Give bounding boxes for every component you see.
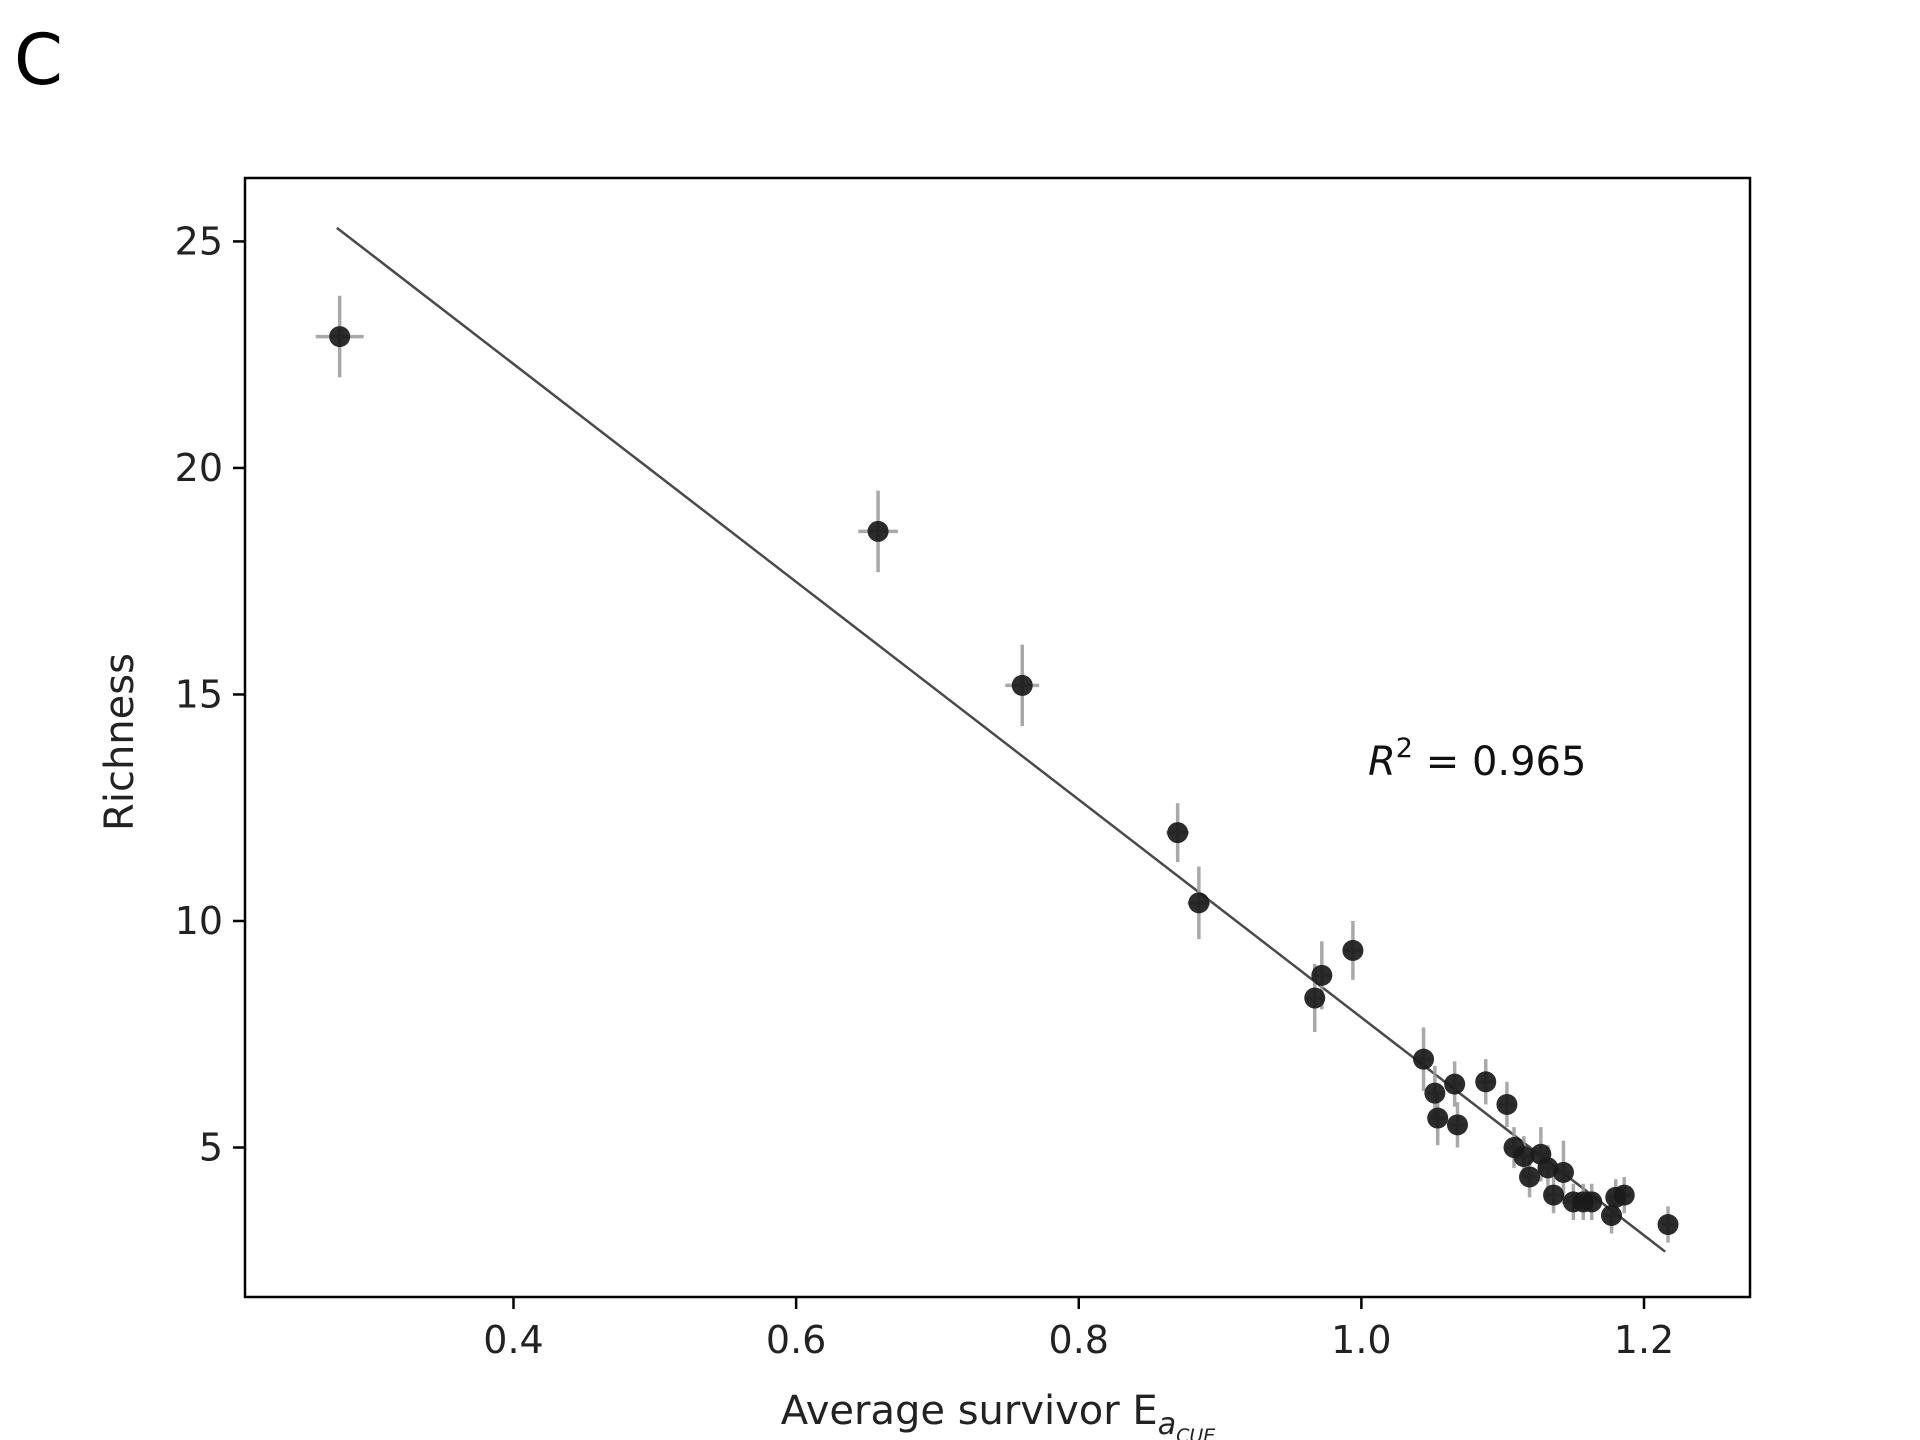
fit-line xyxy=(336,226,1666,1253)
data-point-1 xyxy=(867,520,889,542)
data-point-11 xyxy=(1444,1073,1466,1095)
y-axis-label: Richness xyxy=(97,653,143,831)
r-squared-annotation: R2 = 0.965 xyxy=(1368,733,1586,785)
plot-frame xyxy=(243,176,1752,1299)
data-point-21 xyxy=(1552,1161,1574,1183)
data-point-0 xyxy=(329,326,351,348)
data-point-14 xyxy=(1496,1093,1518,1115)
data-point-17 xyxy=(1519,1166,1541,1188)
x-axis-label-text: Average survivor E xyxy=(781,1388,1158,1434)
data-point-8 xyxy=(1413,1048,1435,1070)
r-squared-value: 0.965 xyxy=(1472,739,1587,785)
data-point-4 xyxy=(1188,892,1210,914)
data-point-5 xyxy=(1304,987,1326,1009)
x-tick-label-4: 1.2 xyxy=(1614,1318,1674,1362)
data-point-3 xyxy=(1167,822,1189,844)
data-point-2 xyxy=(1011,674,1033,696)
y-axis-ticks: 5 10 15 20 25 xyxy=(175,219,245,1169)
r-squared-exponent: 2 xyxy=(1396,733,1413,764)
x-axis-ticks: 0.4 0.6 0.8 1.0 1.2 xyxy=(483,1297,1674,1362)
data-point-27 xyxy=(1613,1184,1635,1206)
y-tick-label-0: 5 xyxy=(199,1125,223,1169)
y-tick-label-3: 20 xyxy=(175,446,223,490)
point-layer xyxy=(329,326,1679,1236)
data-point-10 xyxy=(1427,1107,1449,1129)
r-squared-equals: = xyxy=(1413,739,1472,785)
data-point-24 xyxy=(1581,1191,1603,1213)
x-axis-label-subsubscript: CUE xyxy=(1176,1425,1215,1440)
x-axis-label: Average survivor EaCUE xyxy=(781,1388,1216,1440)
x-tick-label-2: 0.8 xyxy=(1049,1318,1109,1362)
data-point-25 xyxy=(1601,1204,1623,1226)
x-tick-label-1: 0.6 xyxy=(766,1318,826,1362)
data-point-13 xyxy=(1475,1071,1497,1093)
data-point-7 xyxy=(1342,939,1364,961)
y-tick-label-4: 25 xyxy=(175,219,223,263)
data-point-12 xyxy=(1446,1114,1468,1136)
fit-line-layer xyxy=(336,226,1666,1253)
x-tick-label-0: 0.4 xyxy=(483,1318,543,1362)
data-point-9 xyxy=(1424,1082,1446,1104)
y-tick-label-2: 15 xyxy=(175,672,223,716)
data-point-20 xyxy=(1543,1184,1565,1206)
y-tick-label-1: 10 xyxy=(175,899,223,943)
r-squared-symbol: R xyxy=(1368,739,1396,785)
x-tick-label-3: 1.0 xyxy=(1331,1318,1391,1362)
panel-label: C xyxy=(14,19,63,101)
data-point-16 xyxy=(1513,1146,1535,1168)
x-axis-label-subscript: a xyxy=(1158,1407,1176,1440)
data-point-6 xyxy=(1311,964,1333,986)
data-point-28 xyxy=(1657,1214,1679,1236)
